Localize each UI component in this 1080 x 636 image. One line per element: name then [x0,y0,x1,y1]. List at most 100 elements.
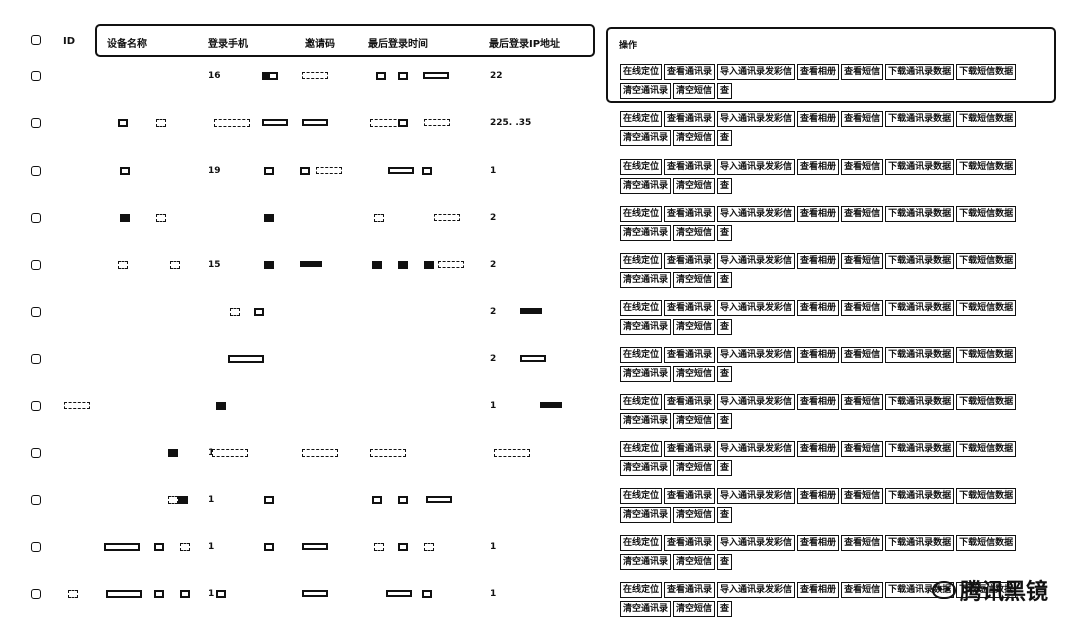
clear-contacts-button[interactable]: 清空通讯录 [620,413,672,429]
download-contacts-data-button[interactable]: 下载通讯录数据 [885,535,955,551]
row-checkbox[interactable] [31,118,41,128]
download-sms-data-button[interactable]: 下载短信数据 [956,253,1017,269]
view-sms-button[interactable]: 查看短信 [841,300,884,316]
delete-button[interactable]: 查 [717,178,733,194]
download-sms-data-button[interactable]: 下载短信数据 [956,488,1017,504]
view-contacts-button[interactable]: 查看通讯录 [664,347,716,363]
view-sms-button[interactable]: 查看短信 [841,488,884,504]
clear-sms-button[interactable]: 清空短信 [673,601,716,617]
view-contacts-button[interactable]: 查看通讯录 [664,582,716,598]
view-sms-button[interactable]: 查看短信 [841,111,884,127]
view-sms-button[interactable]: 查看短信 [841,441,884,457]
download-contacts-data-button[interactable]: 下载通讯录数据 [885,300,955,316]
view-sms-button[interactable]: 查看短信 [841,206,884,222]
delete-button[interactable]: 查 [717,83,733,99]
view-sms-button[interactable]: 查看短信 [841,253,884,269]
view-contacts-button[interactable]: 查看通讯录 [664,488,716,504]
clear-contacts-button[interactable]: 清空通讯录 [620,130,672,146]
row-checkbox[interactable] [31,260,41,270]
view-contacts-button[interactable]: 查看通讯录 [664,159,716,175]
view-sms-button[interactable]: 查看短信 [841,535,884,551]
view-album-button[interactable]: 查看相册 [797,253,840,269]
clear-sms-button[interactable]: 清空短信 [673,178,716,194]
view-album-button[interactable]: 查看相册 [797,582,840,598]
delete-button[interactable]: 查 [717,366,733,382]
online-locate-button[interactable]: 在线定位 [620,206,663,222]
view-album-button[interactable]: 查看相册 [797,159,840,175]
download-sms-data-button[interactable]: 下载短信数据 [956,206,1017,222]
import-contacts-mms-button[interactable]: 导入通讯录发彩信 [717,300,796,316]
view-contacts-button[interactable]: 查看通讯录 [664,300,716,316]
download-sms-data-button[interactable]: 下载短信数据 [956,347,1017,363]
online-locate-button[interactable]: 在线定位 [620,64,663,80]
view-album-button[interactable]: 查看相册 [797,111,840,127]
view-sms-button[interactable]: 查看短信 [841,394,884,410]
view-contacts-button[interactable]: 查看通讯录 [664,441,716,457]
download-sms-data-button[interactable]: 下载短信数据 [956,582,1017,598]
download-sms-data-button[interactable]: 下载短信数据 [956,441,1017,457]
view-album-button[interactable]: 查看相册 [797,535,840,551]
delete-button[interactable]: 查 [717,225,733,241]
clear-sms-button[interactable]: 清空短信 [673,319,716,335]
import-contacts-mms-button[interactable]: 导入通讯录发彩信 [717,253,796,269]
download-contacts-data-button[interactable]: 下载通讯录数据 [885,206,955,222]
clear-contacts-button[interactable]: 清空通讯录 [620,225,672,241]
clear-contacts-button[interactable]: 清空通讯录 [620,178,672,194]
view-album-button[interactable]: 查看相册 [797,300,840,316]
download-contacts-data-button[interactable]: 下载通讯录数据 [885,159,955,175]
row-checkbox[interactable] [31,495,41,505]
clear-sms-button[interactable]: 清空短信 [673,225,716,241]
select-all-checkbox[interactable] [31,35,41,45]
download-sms-data-button[interactable]: 下载短信数据 [956,159,1017,175]
import-contacts-mms-button[interactable]: 导入通讯录发彩信 [717,64,796,80]
row-checkbox[interactable] [31,542,41,552]
view-album-button[interactable]: 查看相册 [797,441,840,457]
download-contacts-data-button[interactable]: 下载通讯录数据 [885,394,955,410]
view-contacts-button[interactable]: 查看通讯录 [664,535,716,551]
clear-contacts-button[interactable]: 清空通讯录 [620,83,672,99]
online-locate-button[interactable]: 在线定位 [620,488,663,504]
import-contacts-mms-button[interactable]: 导入通讯录发彩信 [717,347,796,363]
online-locate-button[interactable]: 在线定位 [620,582,663,598]
delete-button[interactable]: 查 [717,554,733,570]
online-locate-button[interactable]: 在线定位 [620,300,663,316]
online-locate-button[interactable]: 在线定位 [620,441,663,457]
delete-button[interactable]: 查 [717,319,733,335]
clear-sms-button[interactable]: 清空短信 [673,130,716,146]
view-album-button[interactable]: 查看相册 [797,394,840,410]
view-sms-button[interactable]: 查看短信 [841,582,884,598]
online-locate-button[interactable]: 在线定位 [620,159,663,175]
view-contacts-button[interactable]: 查看通讯录 [664,64,716,80]
view-sms-button[interactable]: 查看短信 [841,347,884,363]
clear-sms-button[interactable]: 清空短信 [673,507,716,523]
download-contacts-data-button[interactable]: 下载通讯录数据 [885,441,955,457]
download-contacts-data-button[interactable]: 下载通讯录数据 [885,111,955,127]
view-album-button[interactable]: 查看相册 [797,488,840,504]
view-contacts-button[interactable]: 查看通讯录 [664,111,716,127]
download-sms-data-button[interactable]: 下载短信数据 [956,64,1017,80]
clear-contacts-button[interactable]: 清空通讯录 [620,601,672,617]
clear-contacts-button[interactable]: 清空通讯录 [620,554,672,570]
row-checkbox[interactable] [31,401,41,411]
online-locate-button[interactable]: 在线定位 [620,253,663,269]
clear-sms-button[interactable]: 清空短信 [673,413,716,429]
clear-sms-button[interactable]: 清空短信 [673,83,716,99]
delete-button[interactable]: 查 [717,413,733,429]
download-contacts-data-button[interactable]: 下载通讯录数据 [885,488,955,504]
view-contacts-button[interactable]: 查看通讯录 [664,253,716,269]
row-checkbox[interactable] [31,307,41,317]
import-contacts-mms-button[interactable]: 导入通讯录发彩信 [717,488,796,504]
delete-button[interactable]: 查 [717,130,733,146]
clear-sms-button[interactable]: 清空短信 [673,554,716,570]
row-checkbox[interactable] [31,213,41,223]
import-contacts-mms-button[interactable]: 导入通讯录发彩信 [717,111,796,127]
clear-contacts-button[interactable]: 清空通讯录 [620,460,672,476]
online-locate-button[interactable]: 在线定位 [620,394,663,410]
view-sms-button[interactable]: 查看短信 [841,159,884,175]
download-sms-data-button[interactable]: 下载短信数据 [956,394,1017,410]
import-contacts-mms-button[interactable]: 导入通讯录发彩信 [717,206,796,222]
download-contacts-data-button[interactable]: 下载通讯录数据 [885,64,955,80]
download-contacts-data-button[interactable]: 下载通讯录数据 [885,347,955,363]
download-contacts-data-button[interactable]: 下载通讯录数据 [885,253,955,269]
import-contacts-mms-button[interactable]: 导入通讯录发彩信 [717,582,796,598]
